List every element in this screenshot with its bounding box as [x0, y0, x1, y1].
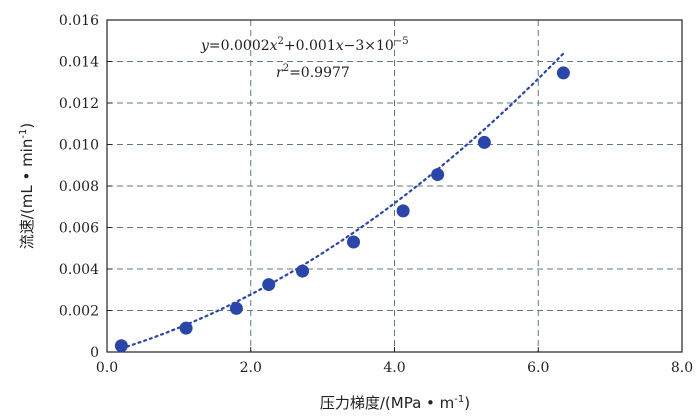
- y-tick-label: 0.012: [59, 96, 99, 112]
- r2-value: =0.9977: [289, 65, 350, 81]
- data-point: [347, 235, 361, 249]
- eq-exp5: −5: [394, 36, 409, 47]
- eq-exp2: 2: [278, 36, 284, 47]
- eq-x2: x: [336, 38, 344, 54]
- r-squared: r2=0.9977: [276, 63, 350, 81]
- r2-r: r: [276, 65, 284, 81]
- y-tick-label: 0.004: [59, 262, 99, 278]
- data-point: [179, 321, 193, 335]
- data-point: [556, 66, 570, 80]
- x-axis-ticks: 0.0 2.0 4.0 6.0 8.0: [96, 347, 693, 376]
- y-tick-label: 0: [90, 345, 99, 361]
- y-axis-title: 流速/(mL • min-1): [18, 123, 36, 249]
- data-point: [396, 204, 410, 218]
- data-point: [114, 339, 128, 353]
- data-point: [431, 168, 445, 182]
- eq-x1: x: [270, 38, 278, 54]
- data-point: [229, 301, 243, 315]
- y-tick-label: 0.014: [59, 55, 99, 71]
- x-tick-label: 0.0: [96, 360, 118, 376]
- data-point: [296, 264, 309, 278]
- x-axis-title: 压力梯度/(MPa • m-1): [320, 394, 470, 412]
- y-tick-label: 0.008: [59, 179, 99, 195]
- eq-a: =0.0002: [209, 38, 270, 54]
- x-tick-label: 4.0: [383, 360, 405, 376]
- y-tick-label: 0.006: [59, 221, 99, 237]
- data-point: [477, 135, 491, 149]
- eq-y: y: [200, 38, 210, 54]
- fit-equation: y=0.0002x2+0.001x−3×10−5: [200, 36, 409, 54]
- x-tick-label: 2.0: [240, 360, 262, 376]
- data-point: [262, 278, 276, 292]
- data-points: [114, 66, 570, 353]
- x-tick-label: 8.0: [671, 360, 693, 376]
- y-tick-label: 0.016: [59, 13, 99, 29]
- y-tick-label: 0.002: [59, 304, 99, 320]
- eq-b: +0.001: [284, 38, 336, 54]
- x-tick-label: 6.0: [527, 360, 549, 376]
- y-axis-ticks: 0 0.002 0.004 0.006 0.008 0.010 0.012 0.014 0.01…: [59, 13, 112, 361]
- y-tick-label: 0.010: [59, 138, 99, 154]
- grid: [107, 20, 682, 352]
- fit-curve: [120, 52, 565, 350]
- eq-c: −3×10: [344, 38, 394, 54]
- r2-exp: 2: [283, 63, 289, 74]
